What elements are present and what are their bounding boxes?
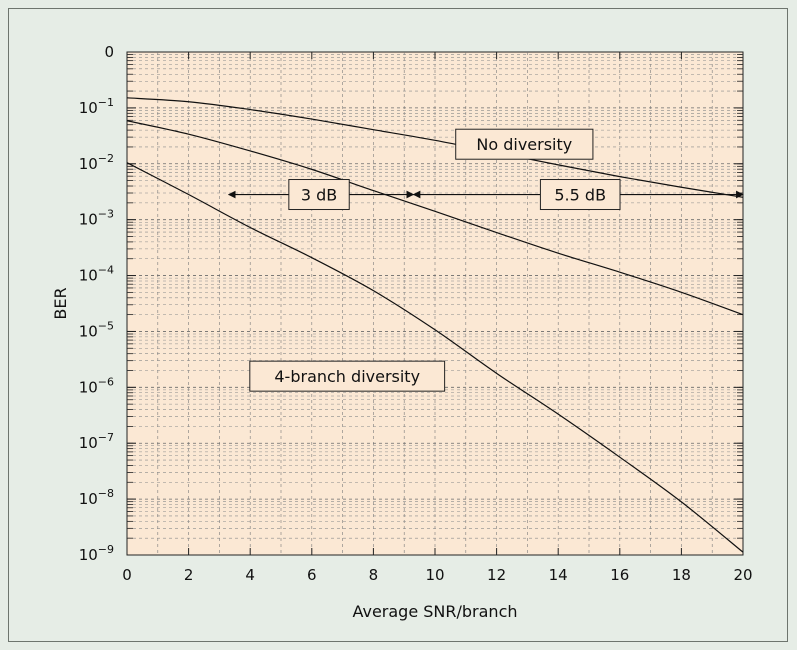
annotation-label-1-box — [539, 179, 621, 211]
x-tick-label: 16 — [610, 566, 629, 584]
y-tick-label: 10−7 — [79, 431, 114, 452]
x-tick-label: 18 — [672, 566, 691, 584]
y-tick-label: 10−8 — [79, 487, 114, 508]
y-tick-label: 10−6 — [79, 375, 114, 396]
x-tick-label: 4 — [245, 566, 255, 584]
x-tick-label: 10 — [425, 566, 444, 584]
y-tick-label: 10−3 — [79, 208, 114, 229]
annotation-label-0-box — [288, 179, 350, 211]
annotation-label-0: 3 dB — [301, 186, 337, 205]
x-tick-label: 14 — [549, 566, 568, 584]
y-axis-title: BER — [51, 287, 70, 319]
series-line-2 — [126, 162, 744, 553]
series-label-no-diversity-box — [455, 128, 594, 160]
x-tick-label: 20 — [733, 566, 752, 584]
x-tick-label: 0 — [122, 566, 132, 584]
y-tick-label: 10−2 — [79, 152, 114, 173]
series-line-0 — [126, 97, 744, 198]
x-tick-label: 8 — [369, 566, 379, 584]
annotation-label-1: 5.5 dB — [554, 186, 606, 205]
x-tick-label: 2 — [184, 566, 194, 584]
y-tick-label: 10−9 — [79, 543, 114, 564]
x-tick-label: 6 — [307, 566, 317, 584]
x-tick-label: 12 — [487, 566, 506, 584]
series-label-4-branch: 4-branch diversity — [274, 367, 420, 386]
series-label-no-diversity: No diversity — [476, 135, 572, 154]
series-line-1 — [126, 120, 744, 316]
y-tick-label: 10−1 — [79, 96, 114, 117]
y-tick-label: 10−5 — [79, 319, 114, 340]
y-tick-label: 0 — [104, 43, 114, 61]
series-label-4-branch-box — [249, 360, 446, 392]
x-axis-title: Average SNR/branch — [352, 602, 517, 621]
y-tick-label: 10−4 — [79, 264, 114, 285]
